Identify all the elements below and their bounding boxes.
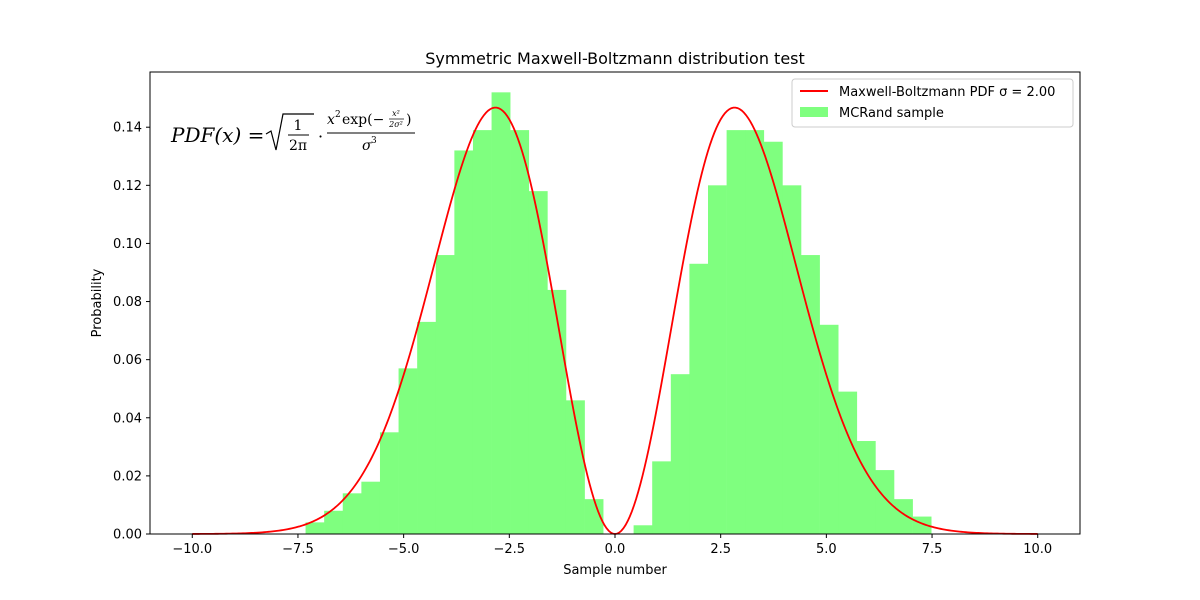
formula-lhs: PDF(x) =	[170, 123, 264, 147]
x-tick-label: 0.0	[605, 542, 626, 557]
formula-inner-numerator: x²	[392, 109, 400, 118]
histogram-bar	[782, 185, 802, 535]
histogram-bar	[652, 461, 672, 534]
histogram-bar	[801, 255, 820, 534]
y-tick-label: 0.06	[113, 353, 142, 368]
formula-numerator-x: x	[327, 112, 335, 128]
histogram-bar	[472, 130, 492, 534]
y-tick-label: 0.04	[113, 411, 142, 426]
histogram-bar	[528, 191, 548, 534]
histogram-bar	[894, 499, 913, 534]
legend: Maxwell-Boltzmann PDF σ = 2.00 MCRand sa…	[791, 78, 1074, 128]
histogram-bar	[856, 441, 876, 534]
y-axis-label: Probability	[90, 268, 105, 337]
y-axis: 0.00 0.02 0.04 0.06 0.08 0.10 0.12 0.14	[113, 121, 150, 543]
formula-dot: ·	[318, 127, 323, 146]
y-tick-label: 0.14	[113, 121, 142, 136]
pdf-line	[192, 106, 1038, 535]
histogram-bar	[342, 493, 362, 534]
histogram-bar	[875, 470, 895, 534]
histogram-bar	[361, 481, 381, 534]
histogram-bar	[417, 321, 437, 534]
histogram-bar	[838, 391, 858, 534]
histogram-bar	[670, 374, 690, 534]
y-tick-label: 0.08	[113, 295, 142, 310]
histogram-bar	[510, 130, 530, 534]
y-tick-label: 0.00	[113, 528, 142, 543]
histogram-bar	[763, 141, 783, 535]
histogram-bar	[398, 368, 418, 534]
formula-numerator-exp: exp(−	[342, 112, 384, 128]
formula-inner-denominator: 2σ²	[388, 120, 403, 129]
pdf-formula-annotation: PDF(x) = 1 2π · x 2 exp(− x² 2σ² ) σ 3	[170, 109, 415, 154]
legend-swatch-sample	[800, 107, 828, 117]
histogram-bar	[454, 150, 474, 535]
formula-sqrt-sign	[265, 113, 314, 151]
histogram-bar	[689, 263, 709, 534]
x-tick-label: −2.5	[494, 542, 526, 557]
histogram-bar	[324, 510, 344, 534]
histogram-bar	[491, 92, 511, 534]
formula-numerator-close: )	[406, 112, 411, 128]
histogram-bar	[305, 522, 325, 534]
x-tick-label: −5.0	[388, 542, 420, 557]
formula-denominator-sigma: σ	[362, 138, 372, 154]
formula-sqrt-denominator: 2π	[289, 138, 307, 154]
y-tick-label: 0.12	[113, 179, 142, 194]
histogram-bars	[305, 92, 932, 535]
plot-area	[149, 71, 1081, 535]
histogram-bar	[745, 130, 765, 534]
formula-numerator-exponent: 2	[335, 110, 341, 120]
formula-denominator-exponent: 3	[371, 136, 377, 146]
formula-sqrt-numerator: 1	[294, 118, 303, 134]
x-tick-label: −7.5	[282, 542, 314, 557]
histogram-bar	[708, 185, 727, 535]
x-axis-label: Sample number	[563, 563, 667, 578]
histogram-bar	[633, 525, 653, 534]
histogram-bar	[726, 130, 746, 534]
histogram-bar	[379, 432, 399, 534]
histogram-bar	[819, 324, 839, 534]
histogram-bar	[435, 255, 455, 534]
x-tick-label: 5.0	[816, 542, 837, 557]
y-tick-label: 0.10	[113, 237, 142, 252]
histogram-bar	[584, 499, 604, 534]
x-tick-label: 2.5	[710, 542, 731, 557]
legend-label-sample: MCRand sample	[839, 106, 944, 121]
x-tick-label: 7.5	[922, 542, 943, 557]
x-axis: −10.0 −7.5 −5.0 −2.5 0.0 2.5 5.0 7.5 10.0	[172, 534, 1052, 557]
legend-box	[791, 78, 1074, 128]
y-tick-label: 0.02	[113, 469, 142, 484]
x-tick-label: 10.0	[1023, 542, 1052, 557]
histogram-bar	[565, 400, 585, 534]
x-tick-label: −10.0	[172, 542, 212, 557]
legend-label-pdf: Maxwell-Boltzmann PDF σ = 2.00	[839, 85, 1055, 100]
chart-title: Symmetric Maxwell-Boltzmann distribution…	[425, 49, 805, 68]
histogram-bar	[547, 289, 567, 534]
